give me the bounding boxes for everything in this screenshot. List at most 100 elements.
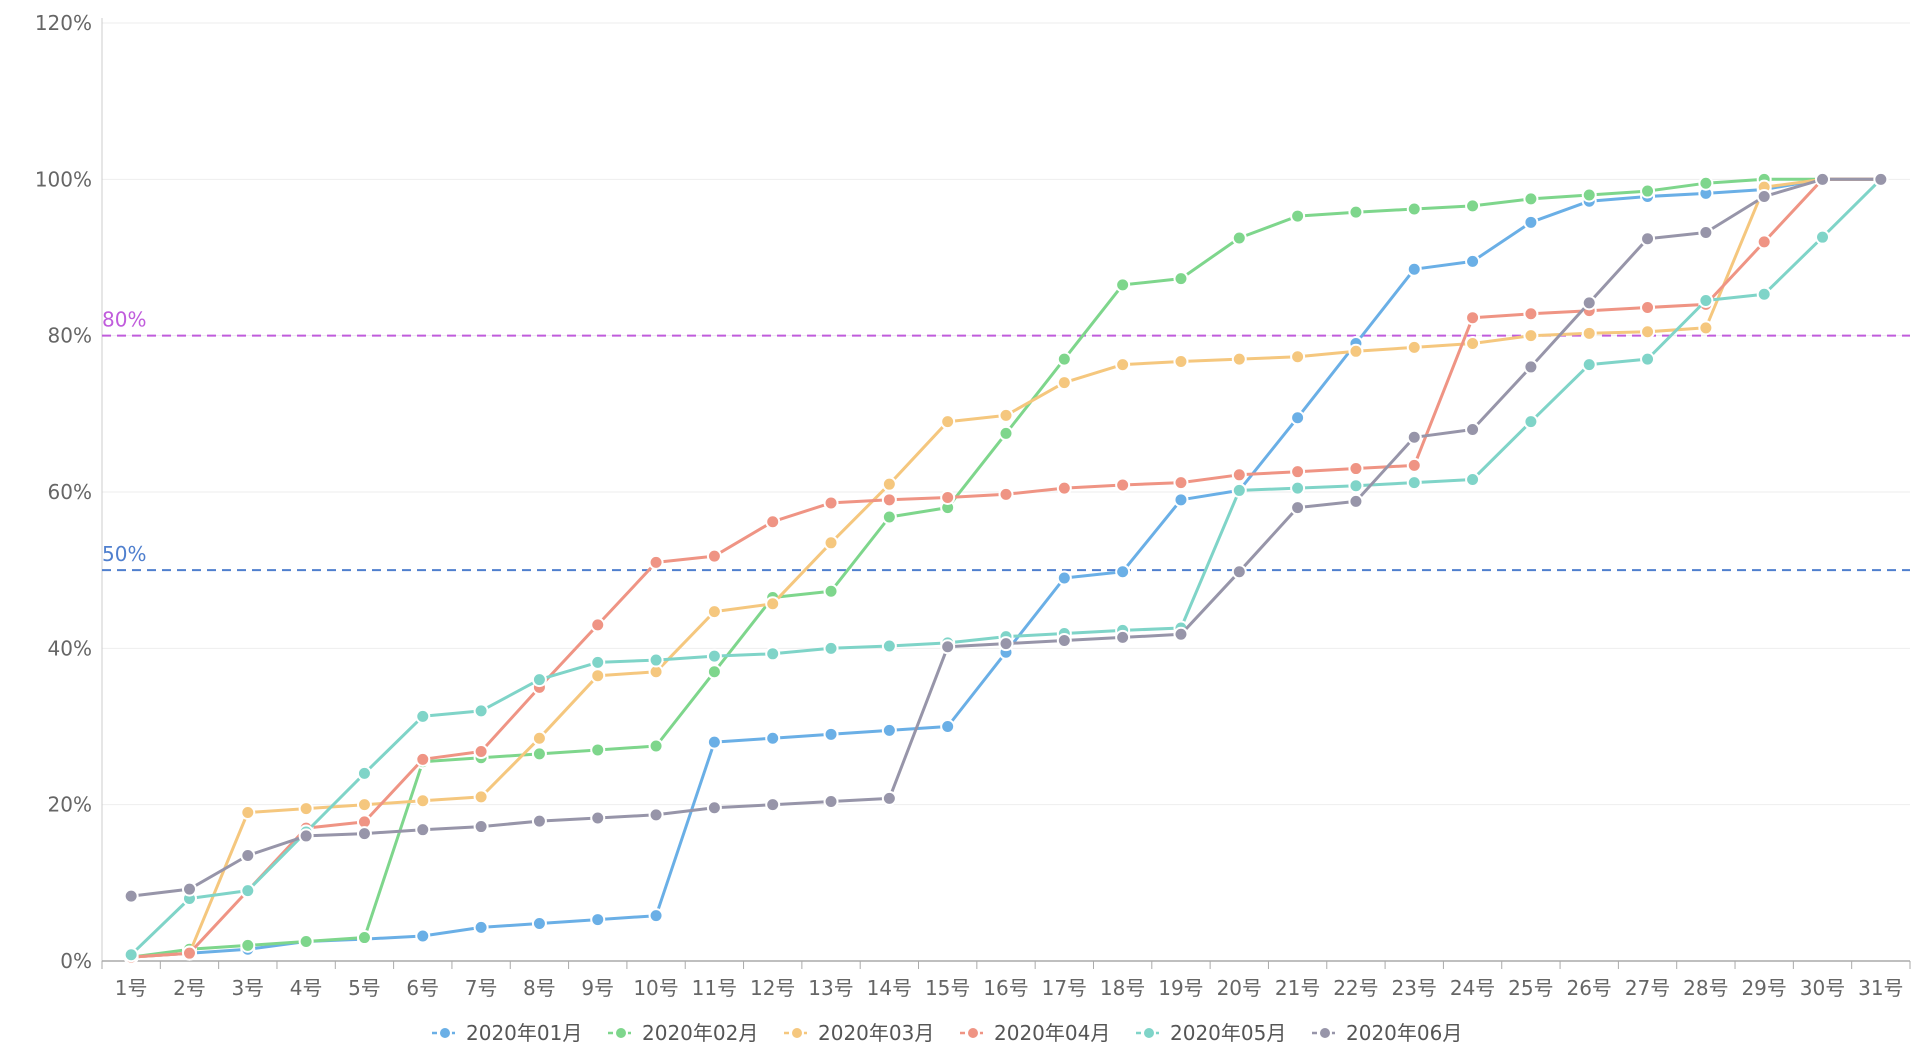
x-tick-label: 7号 bbox=[465, 976, 498, 1000]
x-tick-label: 3号 bbox=[231, 976, 264, 1000]
data-point bbox=[823, 640, 839, 656]
data-point bbox=[590, 668, 606, 684]
data-point bbox=[1173, 353, 1189, 369]
data-point bbox=[706, 800, 722, 816]
series-layer bbox=[123, 171, 1889, 965]
data-point bbox=[1640, 351, 1656, 367]
data-point bbox=[648, 652, 664, 668]
data-point bbox=[356, 765, 372, 781]
data-point bbox=[531, 730, 547, 746]
legend-label: 2020年02月 bbox=[642, 1021, 758, 1045]
data-point bbox=[415, 708, 431, 724]
y-tick-label: 100% bbox=[35, 167, 92, 191]
data-point bbox=[356, 930, 372, 946]
data-point bbox=[473, 789, 489, 805]
data-point bbox=[706, 664, 722, 680]
legend-item[interactable]: 2020年05月 bbox=[1136, 1021, 1286, 1045]
data-point bbox=[240, 804, 256, 820]
legend-item[interactable]: 2020年04月 bbox=[960, 1021, 1110, 1045]
legend-marker-icon bbox=[1318, 1026, 1332, 1040]
data-point bbox=[473, 819, 489, 835]
data-point bbox=[940, 719, 956, 734]
data-point bbox=[590, 912, 606, 928]
data-point bbox=[415, 751, 431, 767]
x-tick-label: 11号 bbox=[692, 976, 737, 1000]
data-point bbox=[765, 730, 781, 746]
legend-item[interactable]: 2020年06月 bbox=[1312, 1021, 1462, 1045]
data-point bbox=[1756, 189, 1772, 205]
x-tick-label: 19号 bbox=[1158, 976, 1203, 1000]
x-tick-label: 6号 bbox=[406, 976, 439, 1000]
data-point bbox=[1056, 570, 1072, 586]
data-point bbox=[648, 807, 664, 823]
legend-item[interactable]: 2020年02月 bbox=[608, 1021, 758, 1045]
data-point bbox=[1465, 310, 1481, 326]
x-tick-label: 23号 bbox=[1392, 976, 1437, 1000]
data-point bbox=[1815, 171, 1831, 187]
legend[interactable]: 2020年01月 2020年02月 2020年03月 2020年04月 2020年05月… bbox=[432, 1021, 1462, 1045]
data-point bbox=[590, 810, 606, 826]
x-tick-label: 28号 bbox=[1683, 976, 1728, 1000]
y-tick-label: 20% bbox=[48, 793, 92, 817]
data-point bbox=[1523, 214, 1539, 230]
data-point bbox=[1290, 464, 1306, 480]
data-point bbox=[531, 813, 547, 829]
legend-item[interactable]: 2020年01月 bbox=[432, 1021, 582, 1045]
data-point bbox=[1523, 328, 1539, 344]
data-point bbox=[473, 744, 489, 760]
data-point bbox=[1173, 626, 1189, 642]
data-point bbox=[415, 793, 431, 809]
data-point bbox=[998, 407, 1014, 423]
series-line bbox=[131, 177, 1881, 959]
data-point bbox=[1348, 343, 1364, 359]
data-point bbox=[590, 617, 606, 633]
data-point bbox=[1873, 171, 1889, 187]
data-point bbox=[1115, 564, 1131, 580]
data-point bbox=[881, 790, 897, 806]
x-tick-label: 1号 bbox=[115, 976, 148, 1000]
series-4 bbox=[123, 171, 1889, 965]
series-line bbox=[131, 177, 1881, 959]
legend-label: 2020年03月 bbox=[818, 1021, 934, 1045]
data-point bbox=[998, 425, 1014, 441]
data-point bbox=[1581, 187, 1597, 203]
data-point bbox=[473, 703, 489, 719]
x-tick-label: 21号 bbox=[1275, 976, 1320, 1000]
series-1 bbox=[123, 171, 1889, 965]
data-point bbox=[648, 554, 664, 570]
data-point bbox=[1406, 261, 1422, 277]
data-point bbox=[298, 933, 314, 949]
y-tick-label: 60% bbox=[48, 480, 92, 504]
data-point bbox=[473, 919, 489, 935]
data-point bbox=[1115, 629, 1131, 645]
data-point bbox=[1173, 475, 1189, 491]
data-point bbox=[881, 638, 897, 654]
data-point bbox=[415, 928, 431, 944]
x-tick-label: 15号 bbox=[925, 976, 970, 1000]
data-point bbox=[1348, 478, 1364, 494]
data-point bbox=[1465, 253, 1481, 269]
data-point bbox=[298, 828, 314, 844]
data-point bbox=[1290, 410, 1306, 426]
data-point bbox=[823, 794, 839, 810]
data-point bbox=[240, 937, 256, 953]
legend-label: 2020年04月 bbox=[994, 1021, 1110, 1045]
data-point bbox=[240, 847, 256, 863]
data-point bbox=[1348, 461, 1364, 477]
data-point bbox=[1115, 477, 1131, 493]
data-point bbox=[1056, 351, 1072, 367]
x-tick-label: 29号 bbox=[1741, 976, 1786, 1000]
data-point bbox=[1115, 357, 1131, 373]
x-tick-label: 16号 bbox=[983, 976, 1028, 1000]
data-point bbox=[1465, 421, 1481, 437]
data-point bbox=[940, 414, 956, 430]
data-point bbox=[1640, 231, 1656, 247]
legend-label: 2020年01月 bbox=[466, 1021, 582, 1045]
legend-label: 2020年05月 bbox=[1170, 1021, 1286, 1045]
data-point bbox=[298, 801, 314, 817]
x-tick-label: 31号 bbox=[1858, 976, 1903, 1000]
legend-item[interactable]: 2020年03月 bbox=[784, 1021, 934, 1045]
x-tick-label: 5号 bbox=[348, 976, 381, 1000]
data-point bbox=[123, 947, 139, 963]
reference-lines: 80% 50% bbox=[102, 308, 1910, 572]
